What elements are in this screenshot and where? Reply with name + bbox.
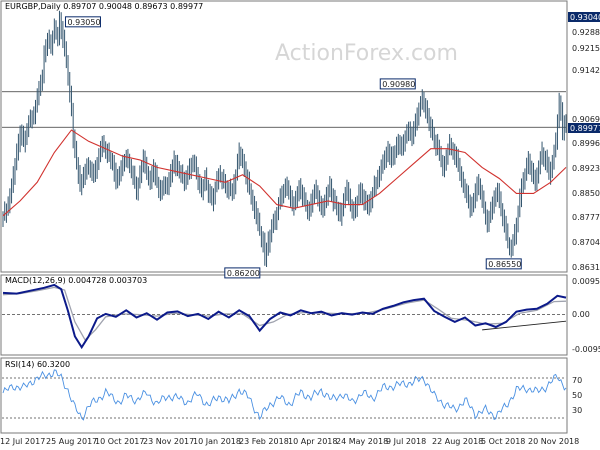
- x-tick-label: 25 Aug 2017: [46, 437, 97, 446]
- rsi-panel-header: RSI(14) 60.3200: [5, 360, 70, 369]
- macd-tick-label: -0.009562: [572, 345, 600, 354]
- x-tick-label: 10 Jan 2018: [193, 437, 241, 446]
- macd-panel-frame: [0, 274, 568, 356]
- x-tick-label: 10 Apr 2018: [288, 437, 337, 446]
- rsi-panel-frame: [0, 357, 568, 434]
- price-panel-header: EURGBP,Daily 0.89707 0.90048 0.89673 0.8…: [5, 2, 203, 11]
- x-tick-label: 23 Feb 2018: [239, 437, 289, 446]
- current-price-label: 0.89977: [570, 124, 600, 133]
- price-annotation-box: [485, 258, 522, 270]
- x-tick-label: 20 Nov 2018: [528, 437, 579, 446]
- macd-tick-label: 0.009593: [572, 277, 600, 286]
- macd-panel-header: MACD(12,26,9) 0.004728 0.003703: [5, 276, 147, 285]
- price-panel-frame: [0, 0, 568, 273]
- rsi-marks: [2, 369, 567, 421]
- x-tick-label: 5 Oct 2018: [481, 437, 525, 446]
- price-annotation-box: [64, 16, 101, 28]
- price-annotation-box: [379, 78, 416, 90]
- current-price-box: [568, 123, 600, 133]
- price-annotation-box: [224, 267, 261, 279]
- x-tick-label: 24 May 2018: [336, 437, 388, 446]
- rsi-tick-label: 70: [572, 376, 582, 385]
- macd-tick-label: 0.00: [572, 310, 590, 319]
- rsi-tick-label: 50: [572, 391, 582, 400]
- price-box-current: [568, 123, 600, 133]
- rsi-tick-label: 30: [572, 406, 582, 415]
- macd-marks: [2, 283, 567, 350]
- price-panel: [568, 12, 600, 133]
- rsi-line: [2, 369, 567, 421]
- price-annotation-label: 0.90980: [382, 80, 415, 89]
- price-annotation-label: 0.93050: [67, 18, 100, 27]
- x-tick-label: 10 Oct 2017: [95, 437, 144, 446]
- macd-line: [2, 283, 567, 350]
- upper-level-label: 0.93040: [570, 13, 600, 22]
- price-annotation-label: 0.86200: [227, 269, 260, 278]
- macd-trendline: [482, 320, 567, 331]
- price-marks: [2, 10, 567, 279]
- watermark-text: ActionForex.com: [275, 41, 458, 66]
- upper-level-box: [568, 12, 600, 22]
- moving-average-line: [2, 129, 567, 217]
- price-box-upper: [568, 12, 600, 22]
- x-tick-label: 22 Aug 2018: [432, 437, 483, 446]
- x-tick-label: 23 Nov 2017: [143, 437, 194, 446]
- x-tick-label: 9 Jul 2018: [386, 437, 426, 446]
- price-annotation-label: 0.86550: [488, 260, 521, 269]
- x-tick-label: 12 Jul 2017: [0, 437, 45, 446]
